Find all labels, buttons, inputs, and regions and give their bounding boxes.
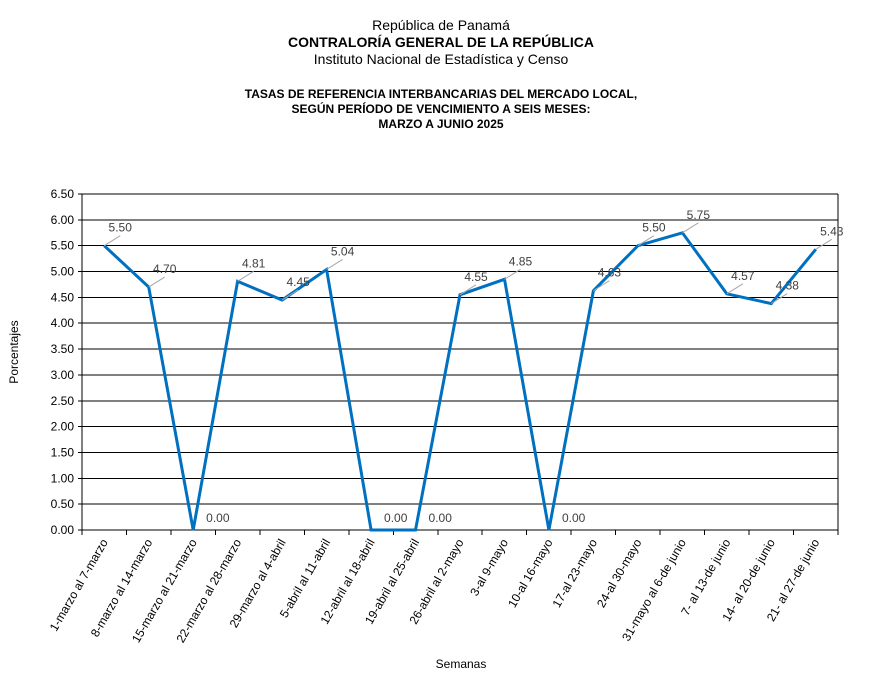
y-tick-label: 5.00: [51, 265, 75, 279]
leader-line: [237, 270, 254, 282]
leader-line: [771, 293, 788, 305]
leader-line: [103, 235, 121, 247]
data-label: 4.45: [286, 275, 310, 289]
x-tick-label: 17-al 23-mayo: [550, 536, 601, 610]
y-tick-label: 4.00: [51, 316, 75, 330]
y-tick-label: 1.50: [51, 445, 75, 459]
chart-title-line-2: SEGÚN PERÍODO DE VENCIMIENTO A SEIS MESE…: [291, 102, 591, 116]
data-label: 4.63: [598, 266, 622, 280]
y-tick-label: 6.50: [51, 187, 75, 201]
y-tick-label: 4.50: [51, 290, 75, 304]
data-label: 4.85: [509, 254, 533, 268]
data-label: 5.50: [109, 221, 133, 235]
data-label: 0.00: [206, 511, 230, 525]
x-tick-label: 10-al 16-mayo: [505, 536, 556, 610]
data-label: 0.00: [562, 511, 586, 525]
data-label: 4.55: [464, 270, 488, 284]
data-label: 5.43: [820, 224, 844, 238]
data-label: 4.70: [153, 262, 177, 276]
y-tick-label: 5.50: [51, 239, 75, 253]
data-label: 5.04: [331, 244, 355, 258]
leader-line: [504, 268, 521, 280]
y-axis-label: Porcentajes: [7, 320, 21, 383]
series-path: [103, 231, 817, 532]
leader-line: [459, 284, 477, 296]
y-tick-label: 0.00: [51, 523, 75, 537]
y-tick-label: 0.50: [51, 497, 75, 511]
x-axis-label: Semanas: [436, 657, 487, 671]
data-label: 5.75: [687, 208, 711, 222]
y-tick-label: 2.00: [51, 420, 75, 434]
y-tick-label: 3.50: [51, 342, 75, 356]
leader-line: [593, 280, 610, 292]
series-line: [103, 231, 817, 532]
data-labels: 5.50 4.70 0.00 4.81 4.45 5.04 0.00 0.00 4.55 4.85…: [109, 208, 844, 525]
x-tick-label: 3-al 9-mayo: [467, 536, 511, 598]
chart-title-line-1: TASAS DE REFERENCIA INTERBANCARIAS DEL M…: [244, 87, 638, 101]
data-label: 0.00: [429, 511, 453, 525]
leader-line: [281, 289, 299, 301]
y-tick-label: 2.50: [51, 394, 75, 408]
gridlines: [81, 193, 839, 531]
leader-line: [637, 235, 655, 247]
country-heading: República de Panamá: [372, 17, 510, 33]
leader-line: [815, 238, 833, 250]
y-tick-label: 3.00: [51, 368, 75, 382]
data-label: 4.57: [731, 269, 755, 283]
data-label: 0.00: [384, 511, 408, 525]
x-tick-label: 24-al 30-mayo: [594, 536, 645, 610]
chart-title-line-3: MARZO A JUNIO 2025: [378, 117, 504, 131]
institution-heading: CONTRALORÍA GENERAL DE LA REPÚBLICA: [288, 34, 594, 50]
leader-line: [682, 222, 699, 234]
data-label: 5.50: [642, 221, 666, 235]
leader-line: [726, 283, 744, 295]
institute-heading: Instituto Nacional de Estadística y Cens…: [313, 51, 569, 67]
data-label: 4.81: [242, 256, 266, 270]
y-axis-ticks: 0.00 0.50 1.00 1.50 2.00 2.50 3.00 3.50 4.00 4.50…: [51, 187, 82, 537]
y-tick-label: 6.00: [51, 213, 75, 227]
leader-line: [326, 259, 343, 270]
data-label: 4.38: [776, 279, 800, 293]
data-label-leaders: [103, 222, 833, 305]
y-tick-label: 1.00: [51, 471, 75, 485]
leader-line: [148, 276, 165, 288]
